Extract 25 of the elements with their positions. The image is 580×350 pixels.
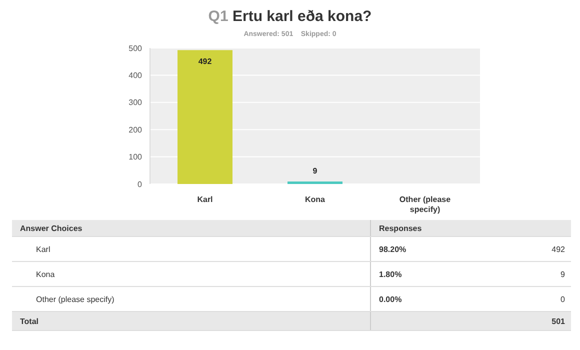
y-tick-label: 400 bbox=[128, 71, 143, 80]
y-tick-label: 500 bbox=[128, 44, 143, 53]
y-tick-label: 100 bbox=[128, 152, 143, 162]
y-tick-label: 0 bbox=[138, 180, 143, 189]
text: 1.80% bbox=[370, 262, 484, 286]
text: 0 bbox=[484, 286, 571, 312]
x-tick-label: Karl bbox=[197, 195, 213, 204]
x-tick-label: Kona bbox=[305, 195, 326, 204]
text: 501 bbox=[484, 312, 571, 330]
text: Answer Choices bbox=[12, 220, 370, 236]
category-label: Karl bbox=[36, 244, 50, 254]
y-tick-label: 200 bbox=[128, 125, 143, 134]
category-label: Other (please specify) bbox=[36, 294, 114, 304]
text: 492 bbox=[484, 236, 571, 262]
text: 9 bbox=[484, 262, 571, 286]
text: Total bbox=[12, 312, 370, 330]
text: 98.20% bbox=[370, 236, 484, 262]
text: 0.00% bbox=[370, 286, 484, 312]
text: Responses bbox=[370, 220, 571, 236]
data-label: 492 bbox=[198, 57, 212, 66]
chart-title: Q1 Ertu karl eða kona? bbox=[207, 8, 373, 25]
y-tick-label: 300 bbox=[128, 98, 143, 108]
data-label: 9 bbox=[312, 166, 318, 176]
x-tick-label: Other (please specify) bbox=[399, 195, 452, 214]
category-label: Kona bbox=[36, 270, 55, 278]
